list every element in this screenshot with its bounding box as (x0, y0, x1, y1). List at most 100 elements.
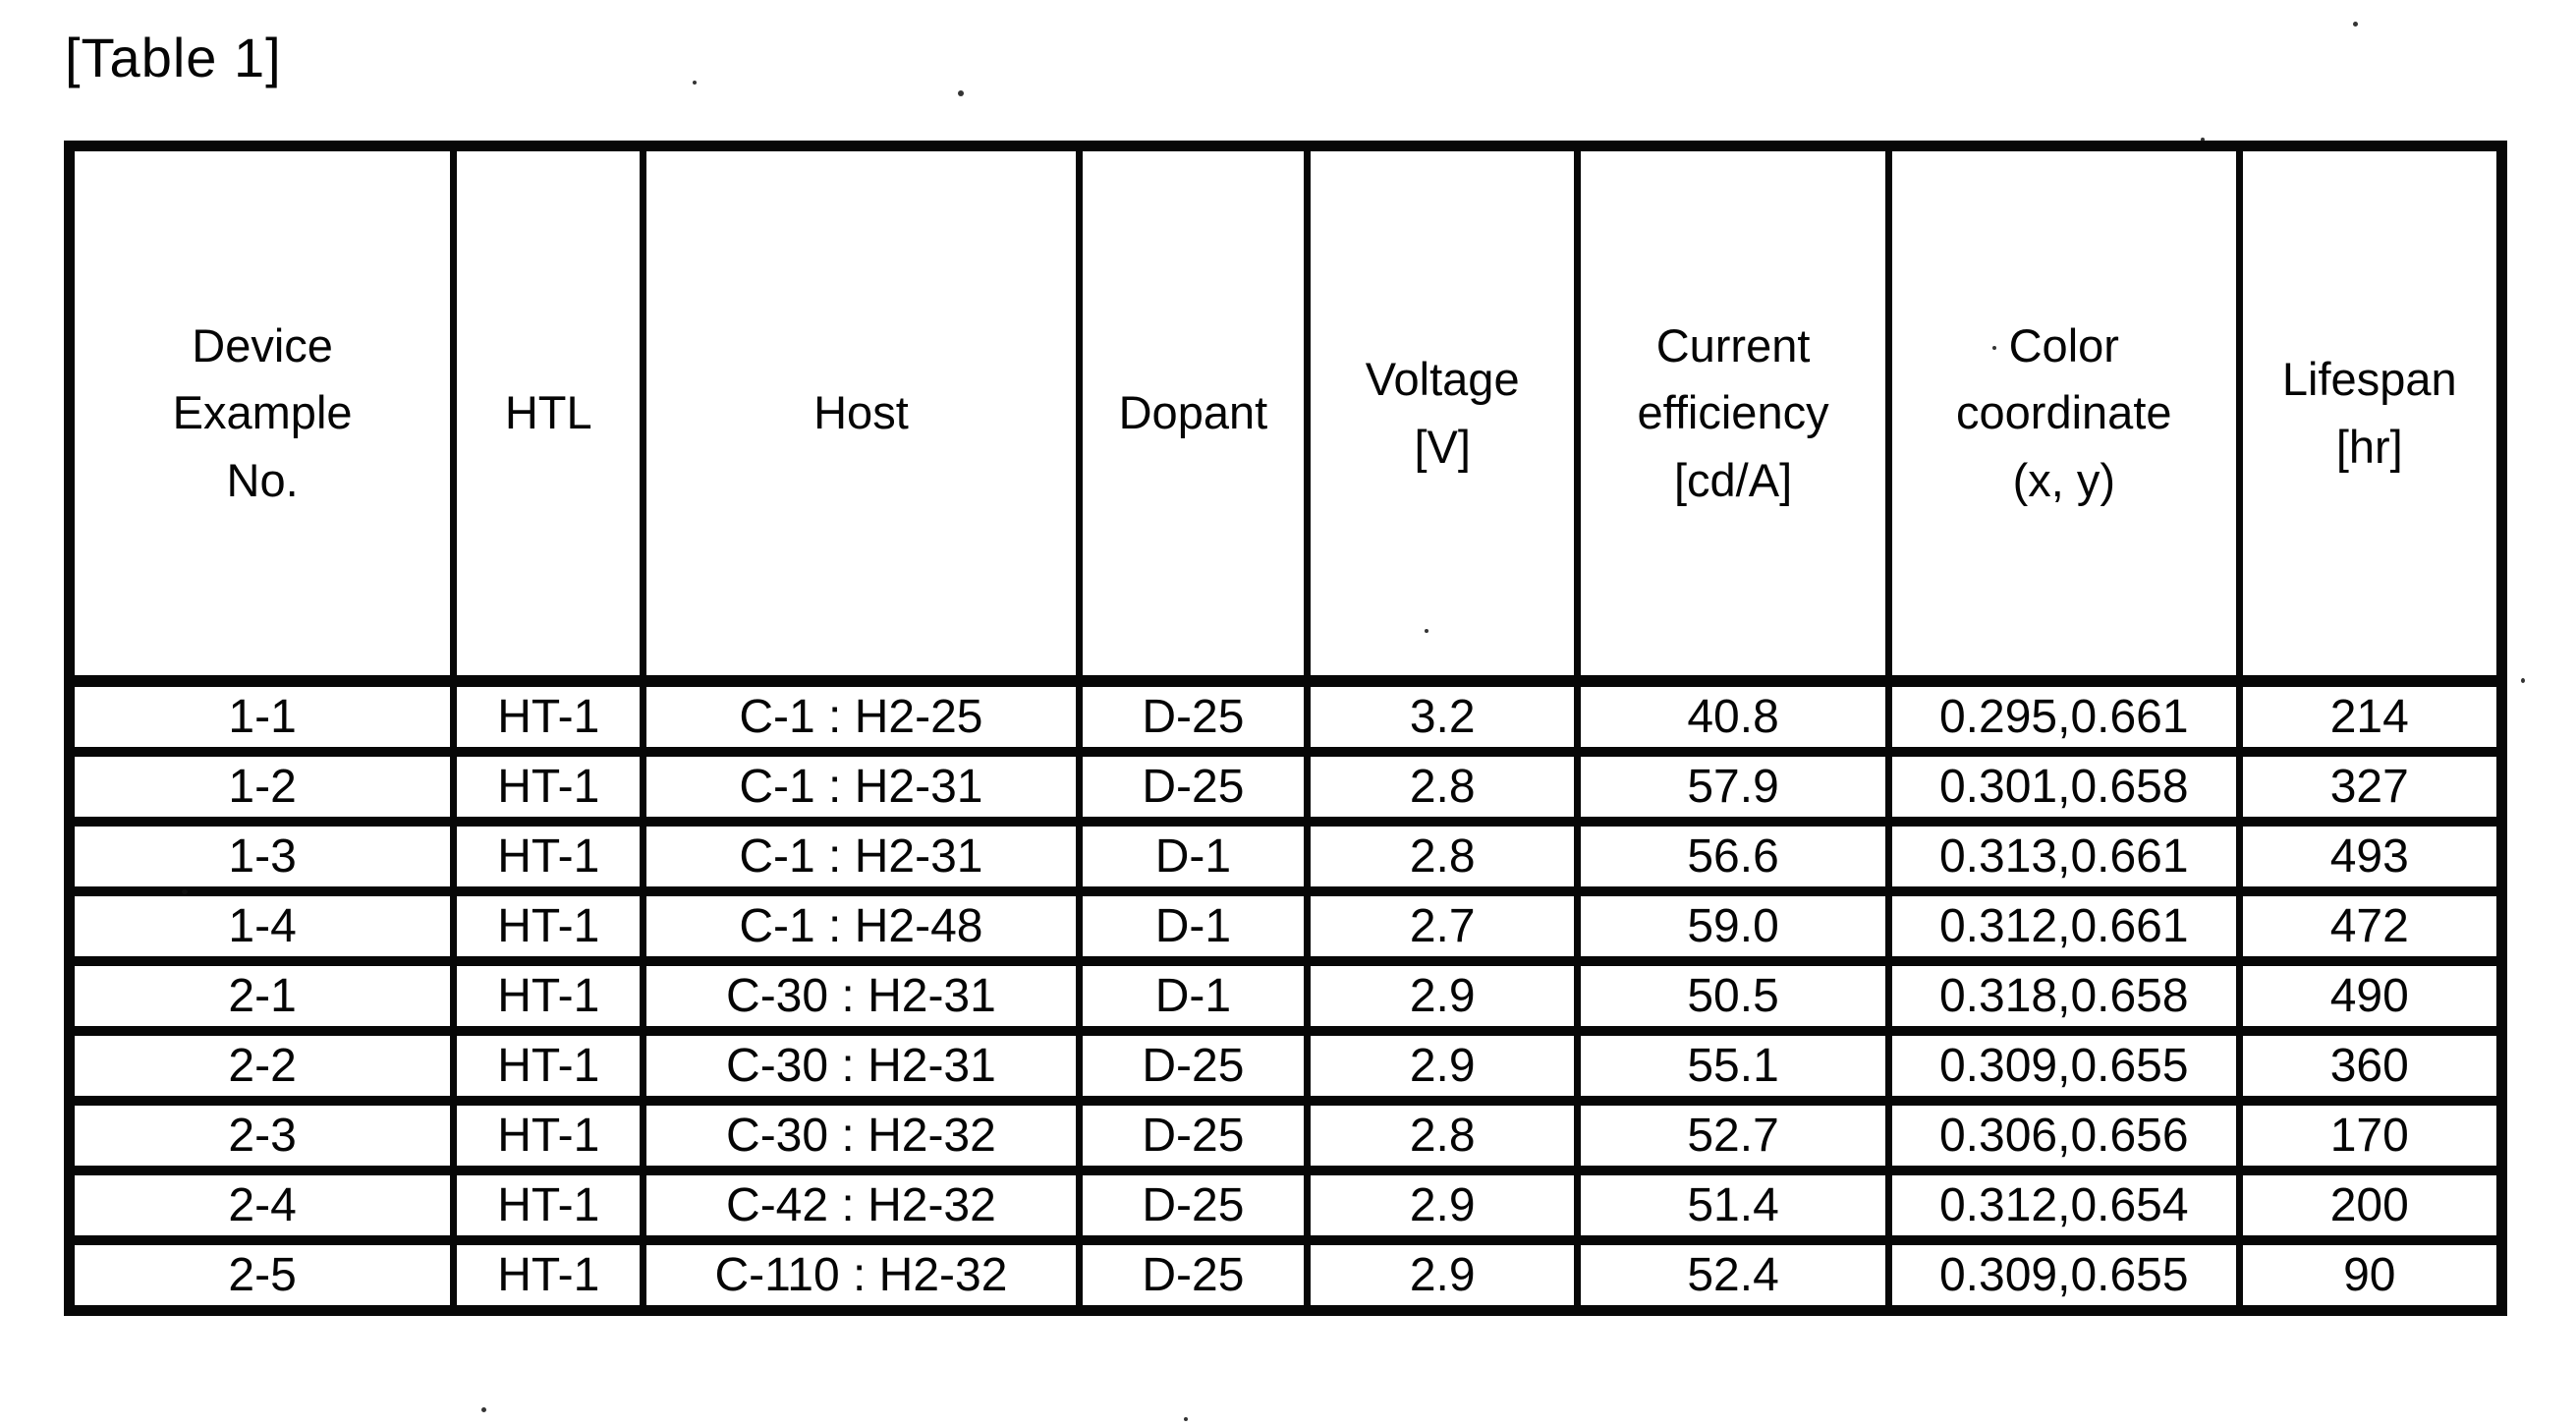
cell-voltage: 2.7 (1304, 886, 1582, 966)
table-row: 1-4 HT-1 C-1 : H2-48 D-1 2.7 59.0 0.312,0.661 4… (65, 886, 2506, 966)
cell-lifespan: 170 (2235, 1096, 2506, 1175)
column-header-device-example-no: Device Example No. (65, 141, 458, 687)
table-body: 1-1 HT-1 C-1 : H2-25 D-25 3.2 40.8 0.295,0.661… (65, 676, 2506, 1316)
cell-host: C-30 : H2-32 (640, 1096, 1083, 1175)
noise-speck (1184, 1417, 1188, 1421)
cell-lifespan: 90 (2235, 1235, 2506, 1316)
cell-color: 0.313,0.661 (1885, 817, 2243, 896)
cell-device: 2-5 (65, 1235, 458, 1316)
column-header-lifespan: Lifespan [hr] (2235, 141, 2506, 687)
cell-lifespan: 472 (2235, 886, 2506, 966)
table-row: 2-2 HT-1 C-30 : H2-31 D-25 2.9 55.1 0.309,0.65… (65, 1026, 2506, 1106)
table-header: Device Example No. HTL Host Dopant Volta… (65, 141, 2506, 687)
cell-htl: HT-1 (450, 956, 647, 1036)
cell-efficiency: 40.8 (1574, 676, 1893, 757)
cell-device: 2-3 (65, 1096, 458, 1175)
noise-speck (958, 90, 964, 96)
cell-dopant: D-1 (1075, 886, 1312, 966)
column-header-htl: HTL (450, 141, 647, 687)
table-row: 2-3 HT-1 C-30 : H2-32 D-25 2.8 52.7 0.306,0.65… (65, 1096, 2506, 1175)
cell-lifespan: 493 (2235, 817, 2506, 896)
cell-color: 0.306,0.656 (1885, 1096, 2243, 1175)
cell-color: 0.318,0.658 (1885, 956, 2243, 1036)
header-row: Device Example No. HTL Host Dopant Volta… (65, 141, 2506, 687)
cell-device: 2-2 (65, 1026, 458, 1106)
cell-efficiency: 59.0 (1574, 886, 1893, 966)
cell-device: 2-4 (65, 1166, 458, 1245)
noise-speck (182, 889, 188, 894)
cell-efficiency: 50.5 (1574, 956, 1893, 1036)
cell-device: 1-3 (65, 817, 458, 896)
cell-htl: HT-1 (450, 817, 647, 896)
cell-voltage: 2.9 (1304, 1026, 1582, 1106)
cell-host: C-110 : H2-32 (640, 1235, 1083, 1316)
cell-dopant: D-25 (1075, 1096, 1312, 1175)
cell-voltage: 2.8 (1304, 1096, 1582, 1175)
column-header-color-coordinate: Color coordinate (x, y) (1885, 141, 2243, 687)
noise-speck (693, 81, 697, 85)
cell-htl: HT-1 (450, 676, 647, 757)
cell-lifespan: 327 (2235, 747, 2506, 827)
column-header-host: Host (640, 141, 1083, 687)
cell-host: C-42 : H2-32 (640, 1166, 1083, 1245)
table-row: 2-5 HT-1 C-110 : H2-32 D-25 2.9 52.4 0.309,0.6… (65, 1235, 2506, 1316)
cell-htl: HT-1 (450, 1096, 647, 1175)
cell-color: 0.312,0.661 (1885, 886, 2243, 966)
cell-device: 2-1 (65, 956, 458, 1036)
cell-voltage: 2.8 (1304, 747, 1582, 827)
cell-host: C-1 : H2-25 (640, 676, 1083, 757)
cell-device: 1-4 (65, 886, 458, 966)
cell-lifespan: 360 (2235, 1026, 2506, 1106)
noise-speck (1425, 629, 1428, 633)
cell-dopant: D-1 (1075, 817, 1312, 896)
cell-efficiency: 55.1 (1574, 1026, 1893, 1106)
table-row: 1-1 HT-1 C-1 : H2-25 D-25 3.2 40.8 0.295,0.661… (65, 676, 2506, 757)
cell-dopant: D-25 (1075, 1026, 1312, 1106)
cell-host: C-1 : H2-48 (640, 886, 1083, 966)
cell-efficiency: 52.7 (1574, 1096, 1893, 1175)
cell-host: C-30 : H2-31 (640, 956, 1083, 1036)
column-header-current-efficiency: Current efficiency [cd/A] (1574, 141, 1893, 687)
cell-host: C-30 : H2-31 (640, 1026, 1083, 1106)
cell-htl: HT-1 (450, 886, 647, 966)
noise-speck (1992, 346, 1996, 350)
column-header-voltage: Voltage [V] (1304, 141, 1582, 687)
cell-htl: HT-1 (450, 747, 647, 827)
cell-lifespan: 200 (2235, 1166, 2506, 1245)
cell-color: 0.295,0.661 (1885, 676, 2243, 757)
cell-dopant: D-25 (1075, 1166, 1312, 1245)
noise-speck (2521, 678, 2525, 683)
cell-color: 0.309,0.655 (1885, 1235, 2243, 1316)
cell-efficiency: 56.6 (1574, 817, 1893, 896)
cell-dopant: D-1 (1075, 956, 1312, 1036)
cell-voltage: 2.9 (1304, 1235, 1582, 1316)
table-row: 2-4 HT-1 C-42 : H2-32 D-25 2.9 51.4 0.312,0.65… (65, 1166, 2506, 1245)
noise-speck (2353, 22, 2358, 27)
cell-voltage: 3.2 (1304, 676, 1582, 757)
cell-dopant: D-25 (1075, 676, 1312, 757)
cell-dopant: D-25 (1075, 1235, 1312, 1316)
cell-efficiency: 57.9 (1574, 747, 1893, 827)
cell-color: 0.312,0.654 (1885, 1166, 2243, 1245)
cell-color: 0.301,0.658 (1885, 747, 2243, 827)
cell-device: 1-2 (65, 747, 458, 827)
cell-htl: HT-1 (450, 1026, 647, 1106)
cell-voltage: 2.8 (1304, 817, 1582, 896)
table-row: 1-2 HT-1 C-1 : H2-31 D-25 2.8 57.9 0.301,0.658… (65, 747, 2506, 827)
cell-host: C-1 : H2-31 (640, 747, 1083, 827)
cell-efficiency: 51.4 (1574, 1166, 1893, 1245)
cell-lifespan: 214 (2235, 676, 2506, 757)
cell-dopant: D-25 (1075, 747, 1312, 827)
results-table: Device Example No. HTL Host Dopant Volta… (64, 141, 2507, 1316)
column-header-dopant: Dopant (1075, 141, 1312, 687)
noise-speck (2201, 138, 2205, 142)
table-caption: [Table 1] (65, 27, 282, 88)
table-row: 2-1 HT-1 C-30 : H2-31 D-1 2.9 50.5 0.318,0.658… (65, 956, 2506, 1036)
cell-lifespan: 490 (2235, 956, 2506, 1036)
table-row: 1-3 HT-1 C-1 : H2-31 D-1 2.8 56.6 0.313,0.661 4… (65, 817, 2506, 896)
noise-speck (481, 1407, 486, 1412)
cell-voltage: 2.9 (1304, 1166, 1582, 1245)
cell-host: C-1 : H2-31 (640, 817, 1083, 896)
cell-device: 1-1 (65, 676, 458, 757)
